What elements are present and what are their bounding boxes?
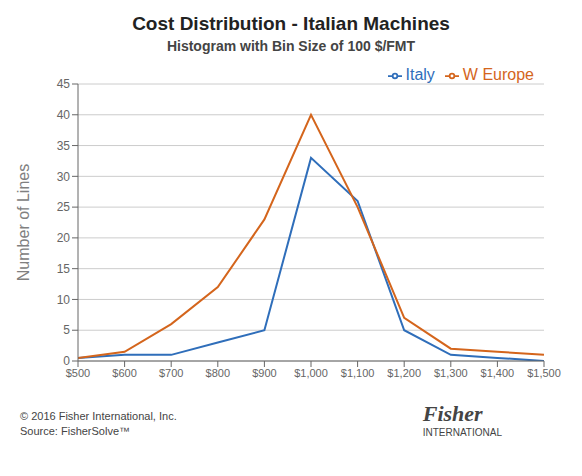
svg-text:$600: $600 (112, 367, 136, 379)
svg-text:35: 35 (57, 139, 71, 153)
svg-text:$1,200: $1,200 (387, 367, 421, 379)
svg-text:$1,300: $1,300 (434, 367, 468, 379)
svg-text:$500: $500 (66, 367, 90, 379)
svg-text:20: 20 (57, 231, 71, 245)
svg-text:$1,100: $1,100 (341, 367, 375, 379)
svg-text:5: 5 (63, 323, 70, 337)
svg-text:$1,000: $1,000 (294, 367, 328, 379)
svg-text:30: 30 (57, 170, 71, 184)
svg-text:15: 15 (57, 262, 71, 276)
html-text:© 2016 Fisher International, I: © 2016 Fisher International, Inc. (20, 410, 177, 422)
html-text:INTERNATIONAL: INTERNATIONAL (422, 427, 502, 438)
svg-text:$1,500: $1,500 (527, 367, 561, 379)
html-text:Histogram with Bin Size of 100: Histogram with Bin Size of 100 $/FMT (166, 38, 416, 54)
svg-text:25: 25 (57, 200, 71, 214)
svg-text:$800: $800 (206, 367, 230, 379)
html-text:Source: FisherSolve™: Source: FisherSolve™ (20, 425, 130, 437)
svg-text:Number of Lines: Number of Lines (15, 164, 32, 281)
svg-text:45: 45 (57, 77, 71, 91)
html-text:Italy: Italy (405, 66, 435, 83)
svg-text:40: 40 (57, 108, 71, 122)
svg-text:$1,400: $1,400 (481, 367, 515, 379)
html-text:W Europe: W Europe (462, 66, 534, 83)
html-text:Fisher: Fisher (422, 401, 483, 426)
html-text:Cost Distribution - Italian Ma: Cost Distribution - Italian Machines (132, 13, 450, 34)
svg-text:$900: $900 (252, 367, 276, 379)
svg-text:10: 10 (57, 293, 71, 307)
svg-text:$700: $700 (159, 367, 183, 379)
svg-text:0: 0 (63, 354, 70, 368)
